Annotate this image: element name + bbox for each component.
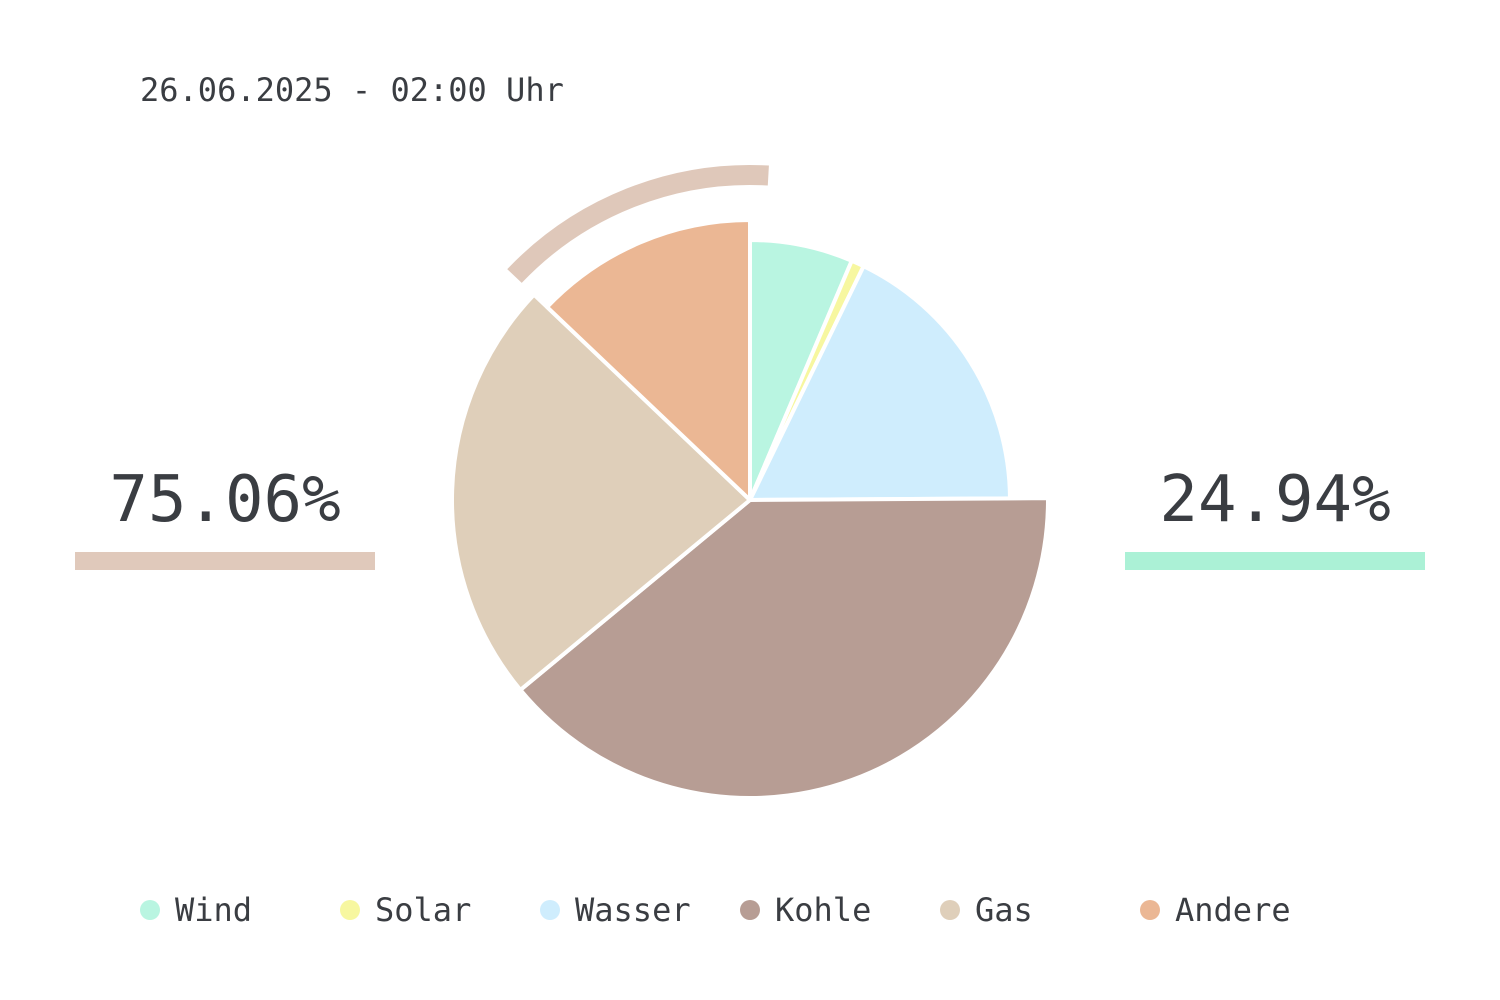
legend-dot-icon <box>140 900 160 920</box>
legend-label: Gas <box>975 891 1033 929</box>
fossil-share: 75.06% <box>75 462 375 570</box>
legend-item-andere[interactable]: Andere <box>1140 890 1291 930</box>
pie-slice-kohle[interactable] <box>518 496 1050 800</box>
legend-label: Solar <box>375 891 472 929</box>
legend-dot-icon <box>940 900 960 920</box>
legend-item-gas[interactable]: Gas <box>940 890 1033 930</box>
legend-item-wind[interactable]: Wind <box>140 890 252 930</box>
fossil-highlight-arc <box>507 165 769 283</box>
legend-label: Wasser <box>575 891 691 929</box>
legend: Wind Solar Wasser Kohle Gas Andere <box>140 890 1380 930</box>
pie-slice-gas[interactable] <box>450 292 752 692</box>
legend-label: Kohle <box>775 891 872 929</box>
legend-label: Wind <box>175 891 253 929</box>
fossil-percent: 75.06% <box>109 463 341 537</box>
legend-item-kohle[interactable]: Kohle <box>740 890 871 930</box>
legend-dot-icon <box>340 900 360 920</box>
pie-slice-andere[interactable] <box>545 218 752 502</box>
legend-item-solar[interactable]: Solar <box>340 890 471 930</box>
pie-slices <box>450 218 1050 800</box>
legend-dot-icon <box>540 900 560 920</box>
renewable-percent: 24.94% <box>1159 463 1391 537</box>
legend-item-wasser[interactable]: Wasser <box>540 890 691 930</box>
legend-dot-icon <box>740 900 760 920</box>
timestamp-label: 26.06.2025 - 02:00 Uhr <box>140 71 564 109</box>
renewable-bar <box>1125 552 1425 570</box>
fossil-bar <box>75 552 375 570</box>
pie-slice-wasser[interactable] <box>748 264 1012 502</box>
legend-dot-icon <box>1140 900 1160 920</box>
renewable-share: 24.94% <box>1125 462 1425 570</box>
legend-label: Andere <box>1175 891 1291 929</box>
